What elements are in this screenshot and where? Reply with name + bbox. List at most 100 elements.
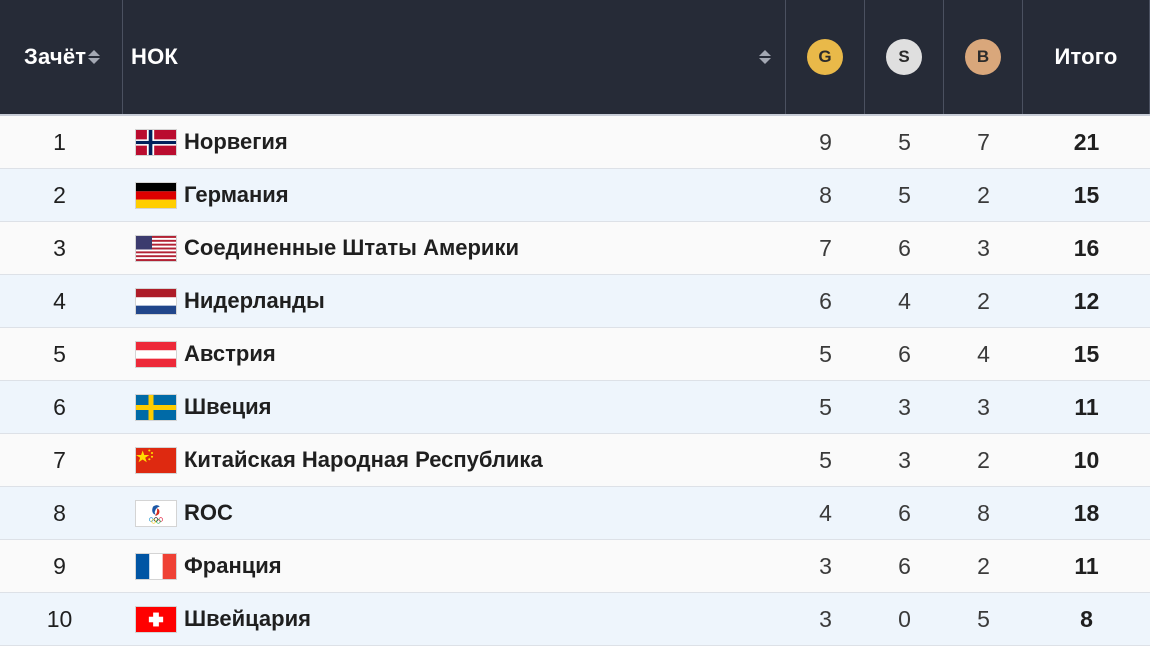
bronze-count: 3: [977, 234, 990, 261]
silver-count: 3: [898, 393, 911, 420]
table-row[interactable]: 9 Франция 3 6 2 11: [0, 540, 1150, 593]
table-row[interactable]: 8 ROC 4 6 8 18: [0, 487, 1150, 540]
gold-medal-icon: G: [807, 39, 843, 75]
noc-cell: Австрия: [123, 328, 786, 380]
silver-count: 6: [898, 234, 911, 261]
bronze-medal-icon: B: [965, 39, 1001, 75]
table-header: Зачёт НОК G S B Итого: [0, 0, 1150, 116]
noc-cell: Швеция: [123, 381, 786, 433]
country-name[interactable]: Соединенные Штаты Америки: [184, 235, 519, 260]
bronze-count: 2: [977, 552, 990, 579]
total-count: 8: [1080, 605, 1093, 632]
total-count: 15: [1073, 181, 1100, 208]
gold-count: 6: [819, 287, 832, 314]
total-count: 21: [1073, 128, 1100, 155]
country-name[interactable]: Нидерланды: [184, 288, 325, 313]
bronze-count: 4: [977, 340, 990, 367]
gold-count: 7: [819, 234, 832, 261]
total-column-header[interactable]: Итого: [1023, 0, 1150, 114]
bronze-column-header[interactable]: B: [944, 0, 1023, 114]
netherlands-flag-icon: [135, 287, 177, 315]
rank-cell: 3: [53, 234, 66, 261]
table-row[interactable]: 2 Германия 8 5 2 15: [0, 169, 1150, 222]
noc-header-label: НОК: [131, 44, 179, 69]
silver-count: 6: [898, 340, 911, 367]
country-name[interactable]: Норвегия: [184, 129, 288, 154]
bronze-count: 2: [977, 181, 990, 208]
gold-column-header[interactable]: G: [786, 0, 865, 114]
usa-flag-icon: [135, 234, 177, 262]
noc-cell: Швейцария: [123, 593, 786, 645]
switzerland-flag-icon: [135, 605, 177, 633]
silver-medal-icon: S: [886, 39, 922, 75]
total-count: 11: [1074, 393, 1099, 420]
rank-header-label: Зачёт: [24, 44, 87, 69]
france-flag-icon: [135, 552, 177, 580]
norway-flag-icon: [135, 128, 177, 156]
total-count: 11: [1074, 552, 1099, 579]
silver-count: 5: [898, 128, 911, 155]
noc-cell: Норвегия: [123, 116, 786, 168]
country-name[interactable]: Швеция: [184, 394, 272, 419]
rank-cell: 1: [53, 128, 66, 155]
germany-flag-icon: [135, 181, 177, 209]
country-name[interactable]: Швейцария: [184, 606, 311, 631]
austria-flag-icon: [135, 340, 177, 368]
table-row[interactable]: 7 Китайская Народная Республика 5 3 2 10: [0, 434, 1150, 487]
total-count: 10: [1073, 446, 1100, 473]
table-row[interactable]: 6 Швеция 5 3 3 11: [0, 381, 1150, 434]
silver-count: 3: [898, 446, 911, 473]
noc-cell: Франция: [123, 540, 786, 592]
noc-column-header[interactable]: НОК: [123, 0, 786, 114]
bronze-count: 8: [977, 499, 990, 526]
sweden-flag-icon: [135, 393, 177, 421]
gold-count: 5: [819, 393, 832, 420]
rank-cell: 8: [53, 499, 66, 526]
gold-count: 3: [819, 552, 832, 579]
country-name[interactable]: Китайская Народная Республика: [184, 447, 543, 472]
sort-icon[interactable]: [88, 50, 101, 64]
bronze-count: 3: [977, 393, 990, 420]
gold-count: 9: [819, 128, 832, 155]
total-header-label: Итого: [1054, 44, 1118, 69]
total-count: 18: [1073, 499, 1100, 526]
table-row[interactable]: 1 Норвегия 9 5 7 21: [0, 116, 1150, 169]
china-flag-icon: [135, 446, 177, 474]
gold-count: 3: [819, 605, 832, 632]
table-row[interactable]: 3 Соединенные Штаты Америки 7 6 3 16: [0, 222, 1150, 275]
total-count: 15: [1073, 340, 1100, 367]
rank-cell: 7: [53, 446, 66, 473]
table-body: 1 Норвегия 9 5 7 21 2 Германия 8 5 2 15 3 Соединенные…: [0, 116, 1150, 646]
country-name[interactable]: Германия: [184, 182, 289, 207]
gold-count: 8: [819, 181, 832, 208]
silver-count: 6: [898, 552, 911, 579]
rank-cell: 4: [53, 287, 66, 314]
gold-count: 5: [819, 446, 832, 473]
silver-count: 0: [898, 605, 911, 632]
noc-cell: Соединенные Штаты Америки: [123, 222, 786, 274]
table-row[interactable]: 10 Швейцария 3 0 5 8: [0, 593, 1150, 646]
silver-count: 4: [898, 287, 911, 314]
silver-column-header[interactable]: S: [865, 0, 944, 114]
country-name[interactable]: Австрия: [184, 341, 276, 366]
noc-cell: Китайская Народная Республика: [123, 434, 786, 486]
bronze-count: 7: [977, 128, 990, 155]
country-name[interactable]: ROC: [184, 500, 233, 525]
rank-cell: 9: [53, 552, 66, 579]
sort-icon[interactable]: [759, 50, 771, 64]
gold-count: 4: [819, 499, 832, 526]
rank-column-header[interactable]: Зачёт: [0, 0, 123, 114]
noc-cell: Нидерланды: [123, 275, 786, 327]
rank-cell: 5: [53, 340, 66, 367]
country-name[interactable]: Франция: [184, 553, 282, 578]
total-count: 12: [1073, 287, 1100, 314]
rank-cell: 6: [53, 393, 66, 420]
table-row[interactable]: 5 Австрия 5 6 4 15: [0, 328, 1150, 381]
noc-cell: ROC: [123, 487, 786, 539]
bronze-count: 2: [977, 287, 990, 314]
rank-cell: 2: [53, 181, 66, 208]
roc-emblem-icon: [135, 499, 177, 527]
table-row[interactable]: 4 Нидерланды 6 4 2 12: [0, 275, 1150, 328]
gold-count: 5: [819, 340, 832, 367]
